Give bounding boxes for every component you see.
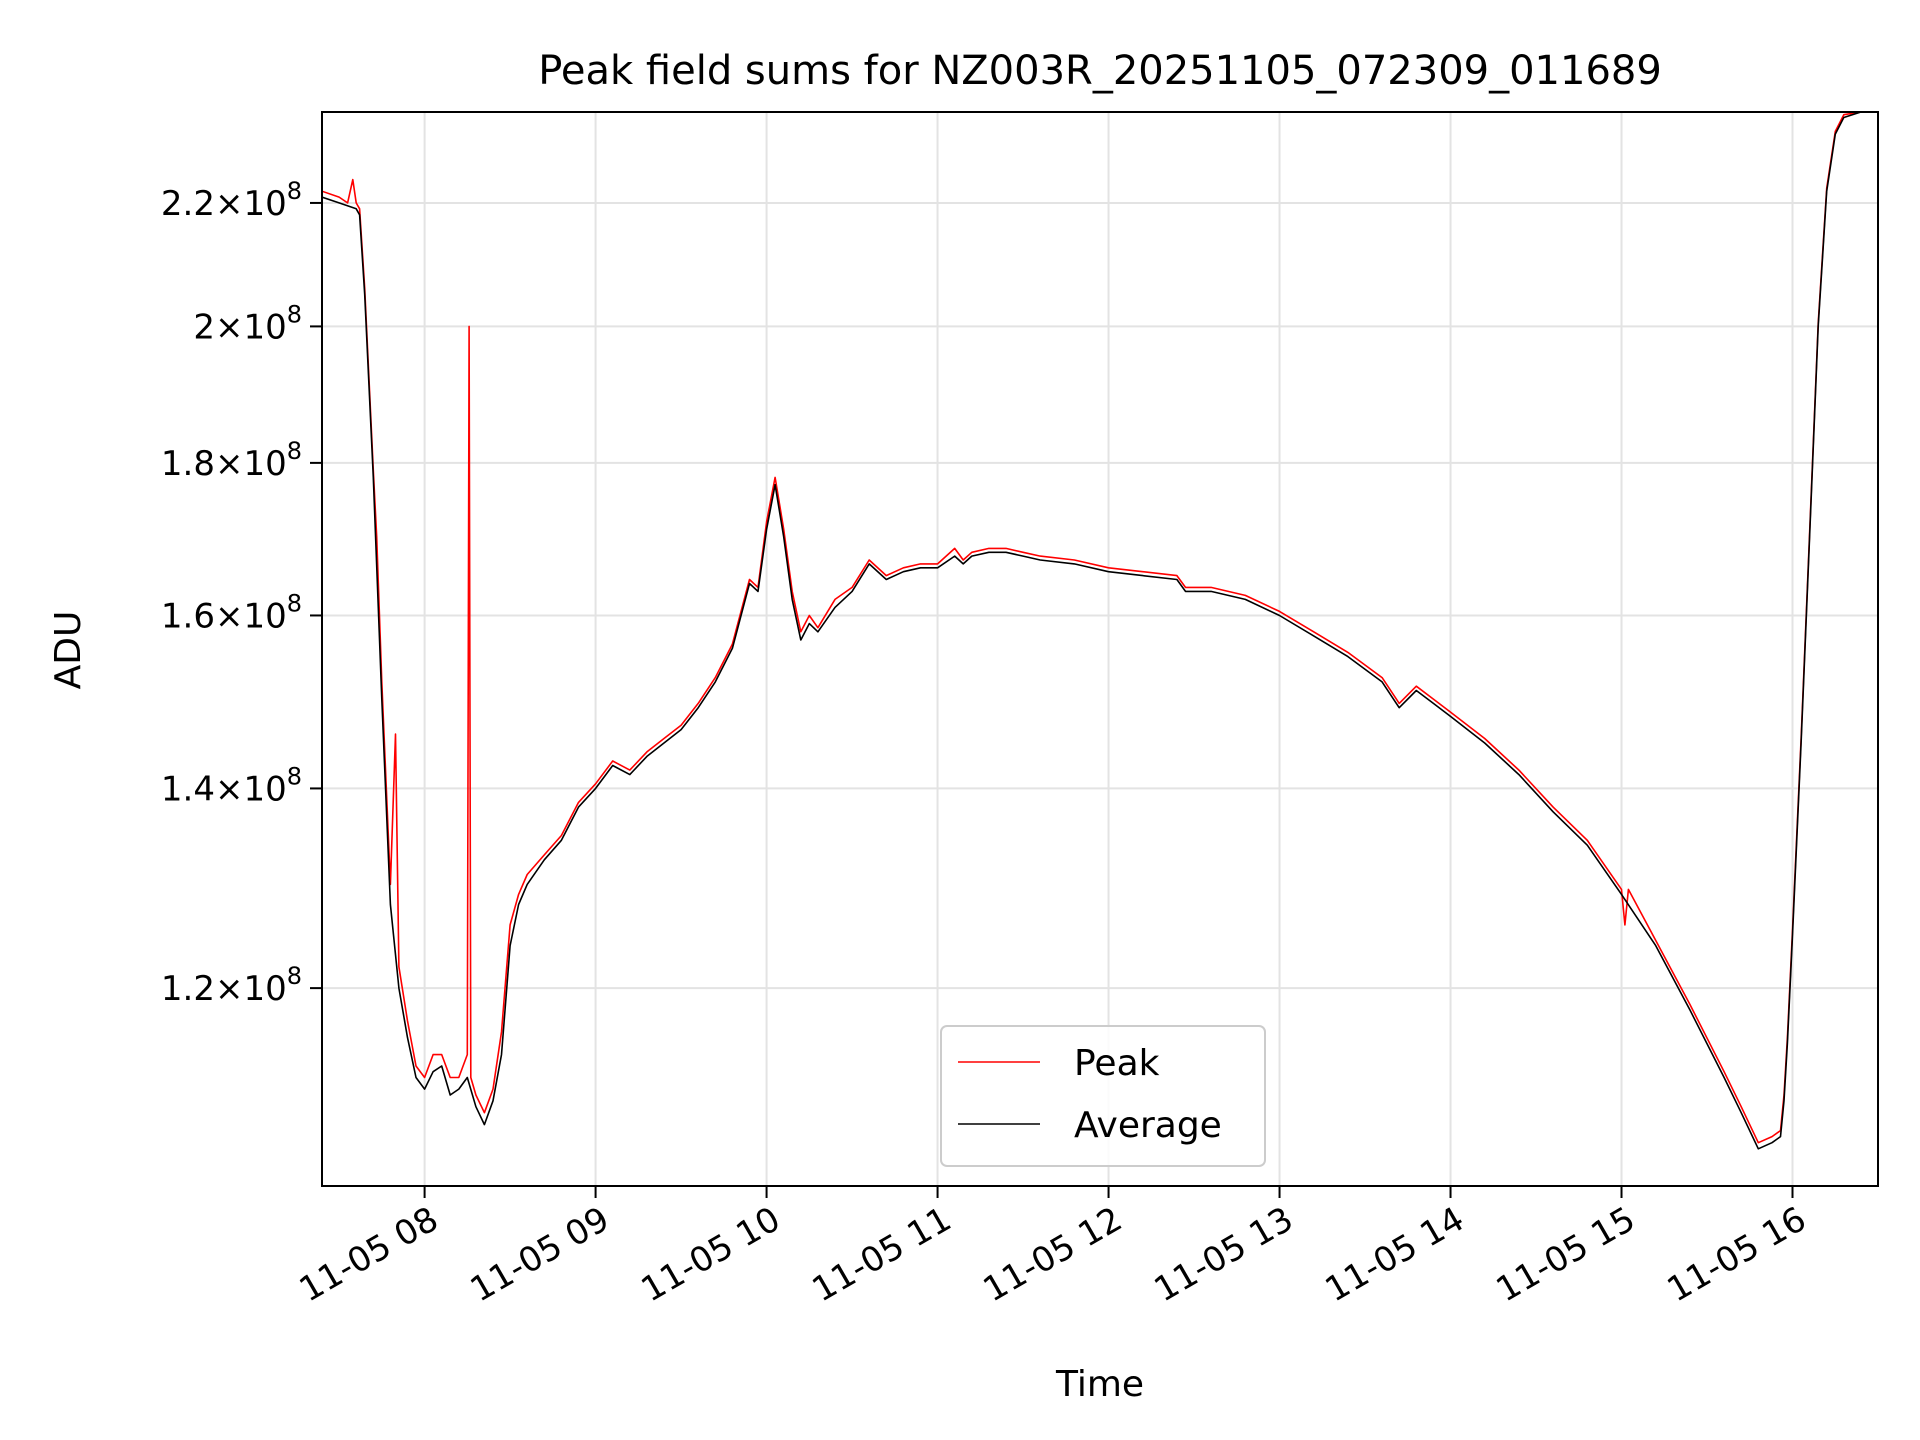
y-tick-base: 10 bbox=[243, 769, 286, 809]
y-tick-times: × bbox=[215, 307, 244, 347]
y-tick-exponent: 8 bbox=[287, 962, 302, 990]
y-tick-mantissa: 1.6 bbox=[161, 596, 215, 636]
y-tick-label: 2.2×108 bbox=[161, 177, 302, 224]
y-tick-base: 10 bbox=[243, 969, 286, 1009]
y-tick-exponent: 8 bbox=[287, 762, 302, 790]
series-average-line bbox=[322, 112, 1878, 1150]
y-tick-times: × bbox=[215, 769, 244, 809]
y-tick-mantissa: 2.2 bbox=[161, 184, 215, 224]
y-tick-mantissa: 1.8 bbox=[161, 444, 215, 484]
y-tick-exponent: 8 bbox=[287, 437, 302, 465]
y-tick-exponent: 8 bbox=[287, 300, 302, 328]
plot-frame bbox=[321, 111, 1879, 1187]
y-tick-base: 10 bbox=[243, 307, 286, 347]
y-tick-times: × bbox=[215, 969, 244, 1009]
y-tick-label: 1.4×108 bbox=[161, 762, 302, 809]
y-tick-mantissa: 1.2 bbox=[161, 969, 215, 1009]
y-tick-exponent: 8 bbox=[287, 589, 302, 617]
y-tick-label: 1.6×108 bbox=[161, 589, 302, 636]
y-tick-times: × bbox=[215, 596, 244, 636]
legend-box bbox=[940, 1025, 1266, 1167]
y-tick-base: 10 bbox=[243, 596, 286, 636]
legend: Peak Average bbox=[940, 1025, 1266, 1167]
y-tick-label: 2×108 bbox=[193, 300, 302, 347]
grid bbox=[322, 112, 1878, 1186]
y-tick-times: × bbox=[215, 444, 244, 484]
y-tick-label: 1.8×108 bbox=[161, 437, 302, 484]
y-tick-base: 10 bbox=[243, 444, 286, 484]
legend-peak-label: Peak bbox=[1074, 1043, 1160, 1084]
y-tick-mantissa: 2 bbox=[193, 307, 215, 347]
y-axis-label: ADU bbox=[48, 611, 89, 690]
series-layer bbox=[322, 112, 1878, 1150]
y-tick-mantissa: 1.4 bbox=[161, 769, 215, 809]
y-tick-exponent: 8 bbox=[287, 177, 302, 205]
series-peak-line bbox=[322, 112, 1878, 1144]
x-axis-label: Time bbox=[1055, 1364, 1144, 1405]
y-tick-base: 10 bbox=[243, 184, 286, 224]
y-tick-label: 1.2×108 bbox=[161, 962, 302, 1009]
chart-title: Peak field sums for NZ003R_20251105_0723… bbox=[538, 48, 1662, 94]
y-tick-times: × bbox=[215, 184, 244, 224]
legend-average-label: Average bbox=[1074, 1105, 1222, 1146]
